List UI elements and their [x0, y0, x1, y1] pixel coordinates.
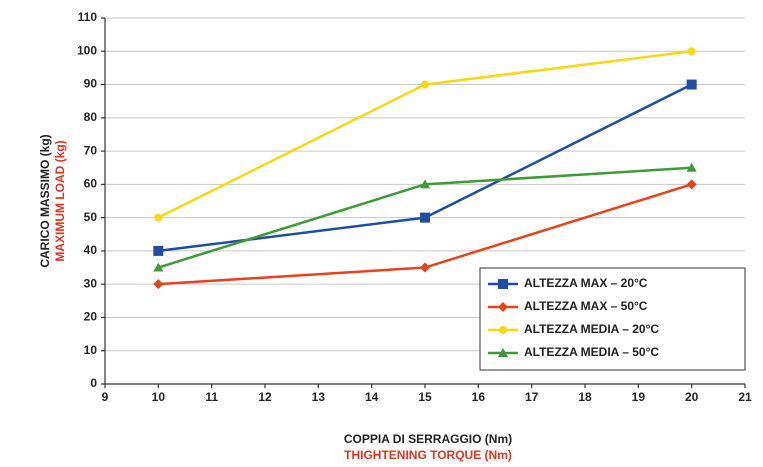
marker: [421, 80, 429, 89]
marker: [686, 79, 697, 90]
x-axis-label: COPPIA DI SERRAGGIO (Nm): [344, 432, 512, 446]
marker: [498, 302, 508, 312]
x-tick-label: 15: [418, 390, 432, 404]
y-tick-label: 90: [84, 77, 98, 91]
y-tick-label: 70: [84, 143, 98, 157]
marker: [499, 326, 507, 334]
marker: [420, 262, 430, 273]
legend-box: [479, 267, 746, 371]
legend-label: ALTEZZA MEDIA – 50°C: [524, 345, 659, 359]
x-tick-label: 12: [258, 390, 272, 404]
x-tick-label: 9: [102, 390, 109, 404]
legend-label: ALTEZZA MEDIA – 20°C: [524, 322, 659, 336]
marker: [498, 348, 508, 357]
x-tick-label: 17: [525, 390, 539, 404]
x-tick-label: 14: [365, 390, 379, 404]
marker: [686, 162, 697, 172]
x-tick-label: 20: [685, 390, 699, 404]
x-tick-label: 16: [472, 390, 486, 404]
y-tick-label: 80: [84, 110, 98, 124]
marker: [153, 262, 164, 272]
y-tick-label: 60: [84, 177, 98, 191]
marker: [153, 245, 164, 256]
y-tick-label: 20: [84, 310, 98, 324]
marker: [687, 47, 696, 56]
x-axis-label-en: THIGHTENING TORQUE (Nm): [344, 448, 512, 462]
series-line: [158, 83, 693, 253]
y-tick-label: 40: [84, 243, 98, 257]
marker: [153, 279, 164, 290]
marker: [686, 179, 697, 190]
marker: [498, 279, 508, 289]
marker: [420, 179, 430, 189]
x-tick-label: 13: [312, 390, 326, 404]
x-tick-label: 21: [738, 390, 752, 404]
y-tick-label: 10: [84, 343, 98, 357]
series-line: [157, 50, 692, 219]
x-tick-label: 18: [578, 390, 592, 404]
legend-label: ALTEZZA MAX – 50°C: [524, 299, 648, 313]
y-axis-label-en: MAXIMUM LOAD (kg): [53, 140, 67, 261]
marker: [154, 213, 163, 222]
y-tick-label: 50: [84, 210, 98, 224]
y-tick-label: 110: [78, 10, 98, 24]
legend-label: ALTEZZA MAX – 20°C: [524, 276, 648, 290]
marker: [420, 212, 430, 223]
y-axis-label: CARICO MASSIMO (kg): [38, 134, 52, 267]
x-tick-label: 10: [152, 390, 166, 404]
y-tick-label: 100: [77, 43, 97, 57]
x-tick-label: 11: [205, 390, 218, 404]
x-tick-label: 19: [632, 390, 646, 404]
y-tick-label: 30: [84, 276, 98, 290]
y-tick-label: 0: [90, 376, 97, 390]
